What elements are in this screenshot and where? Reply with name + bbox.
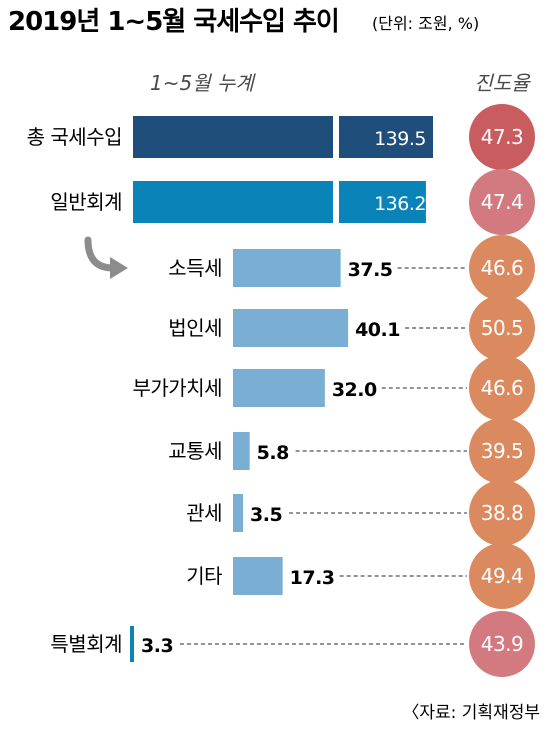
category-label: 부가가치세 bbox=[133, 376, 223, 400]
arrow-curve bbox=[84, 236, 117, 272]
value-bar bbox=[133, 116, 433, 158]
rate-label: 50.5 bbox=[481, 316, 524, 340]
rate-label: 38.8 bbox=[481, 501, 524, 525]
value-label: 32.0 bbox=[332, 379, 377, 401]
rate-circle bbox=[469, 611, 535, 677]
bar-break bbox=[333, 180, 339, 224]
value-bar bbox=[233, 309, 349, 347]
rate-circle bbox=[469, 169, 535, 235]
value-bar bbox=[130, 626, 134, 662]
value-bar bbox=[233, 249, 341, 287]
category-label: 일반회계 bbox=[50, 190, 122, 214]
category-label: 총 국세수입 bbox=[27, 125, 122, 149]
rate-label: 39.5 bbox=[481, 439, 524, 463]
value-label: 37.5 bbox=[348, 259, 393, 281]
rate-circle bbox=[469, 543, 535, 609]
rate-circle bbox=[469, 355, 535, 421]
unit-note: (단위: 조원, %) bbox=[372, 14, 479, 33]
rate-circle bbox=[469, 104, 535, 170]
value-label: 136.2 bbox=[374, 193, 426, 215]
rate-circle bbox=[469, 235, 535, 301]
rate-circle bbox=[469, 418, 535, 484]
rate-label: 46.6 bbox=[481, 256, 524, 280]
value-axis-label: 1~5월 누계 bbox=[150, 71, 256, 95]
rate-label: 49.4 bbox=[481, 564, 524, 588]
source-note: 〈자료: 기획재정부 bbox=[402, 703, 540, 723]
value-bar bbox=[233, 494, 244, 532]
value-label: 3.3 bbox=[141, 635, 173, 657]
value-label: 40.1 bbox=[355, 319, 400, 341]
value-bar bbox=[233, 369, 325, 407]
rate-label: 47.4 bbox=[481, 190, 524, 214]
bar-break bbox=[333, 115, 339, 159]
chart-title: 2019년 1~5월 국세수입 추이 bbox=[8, 7, 339, 37]
rate-axis-label: 진도율 bbox=[474, 71, 531, 95]
chart-rows: 총 국세수입 47.3 139.5 일반회계 47.4 136.2 소득세 46.6 37.5 법… bbox=[27, 104, 535, 677]
category-label: 소득세 bbox=[168, 256, 222, 280]
arrow-head bbox=[110, 257, 128, 279]
category-label: 교통세 bbox=[168, 439, 222, 463]
value-label: 139.5 bbox=[374, 128, 426, 150]
rate-circle bbox=[469, 480, 535, 546]
rate-label: 47.3 bbox=[481, 125, 524, 149]
value-bar bbox=[233, 557, 283, 595]
category-label: 관세 bbox=[186, 501, 222, 525]
value-label: 17.3 bbox=[290, 567, 335, 589]
value-bar bbox=[133, 181, 426, 223]
category-label: 기타 bbox=[186, 564, 222, 588]
category-label: 특별회계 bbox=[50, 632, 122, 656]
rate-circle bbox=[469, 295, 535, 361]
value-bar bbox=[233, 432, 250, 470]
category-label: 법인세 bbox=[168, 316, 222, 340]
rate-label: 43.9 bbox=[481, 632, 524, 656]
value-label: 3.5 bbox=[250, 504, 282, 526]
value-label: 5.8 bbox=[257, 442, 289, 464]
rate-label: 46.6 bbox=[481, 376, 524, 400]
